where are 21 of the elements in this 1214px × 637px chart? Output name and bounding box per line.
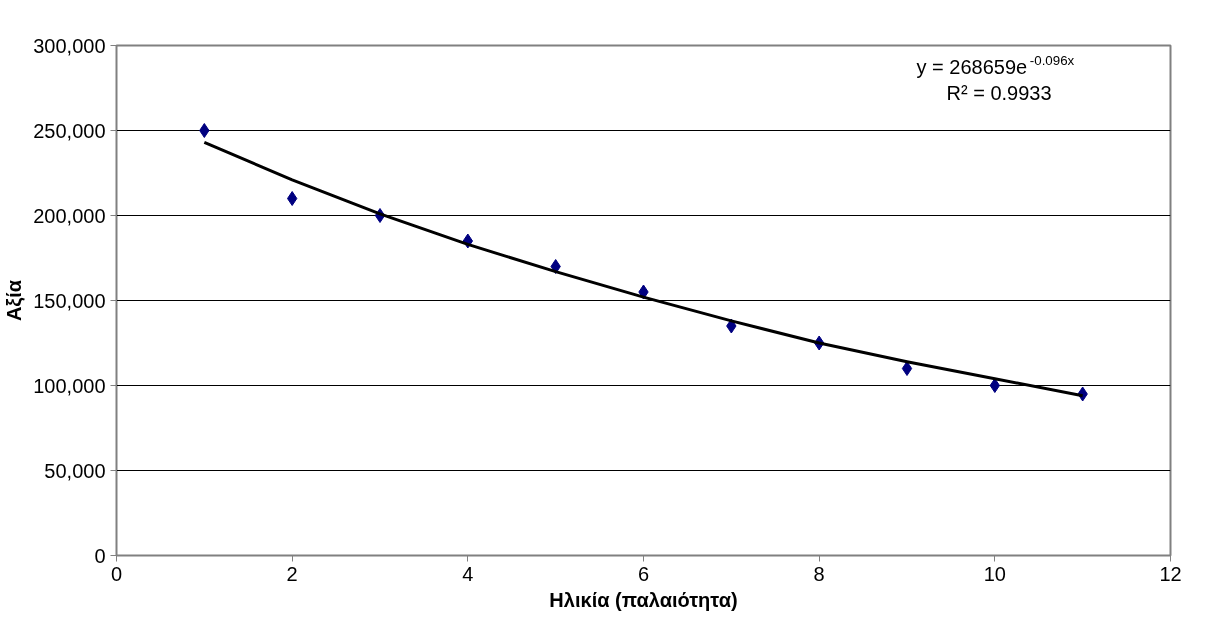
x-tick-label: 10 <box>983 562 1006 585</box>
y-tick-label: 300,000 <box>33 34 106 57</box>
y-axis-title: Αξία <box>3 279 26 322</box>
x-tick-label: 0 <box>110 562 123 585</box>
x-tick-label: 12 <box>1159 562 1182 585</box>
x-tick-label: 6 <box>637 562 650 585</box>
y-tick-label: 50,000 <box>44 459 106 482</box>
point <box>199 123 210 138</box>
point <box>287 191 298 206</box>
y-tick-label: 150,000 <box>33 289 106 312</box>
y-tick-label: 100,000 <box>33 374 106 397</box>
point <box>989 378 1000 393</box>
x-tick-label: 2 <box>286 562 298 585</box>
point <box>901 361 913 376</box>
x-tick-label: 8 <box>813 562 825 585</box>
y-tick-label: 200,000 <box>33 204 106 227</box>
y-tick-label: 0 <box>94 544 106 567</box>
y-tick-label: 250,000 <box>33 119 106 142</box>
annotation: R² = 0.9933 <box>946 81 1052 104</box>
x-tick-label: 4 <box>462 562 474 585</box>
x-axis-title: Ηλικία (παλαιότητα) <box>549 588 738 611</box>
